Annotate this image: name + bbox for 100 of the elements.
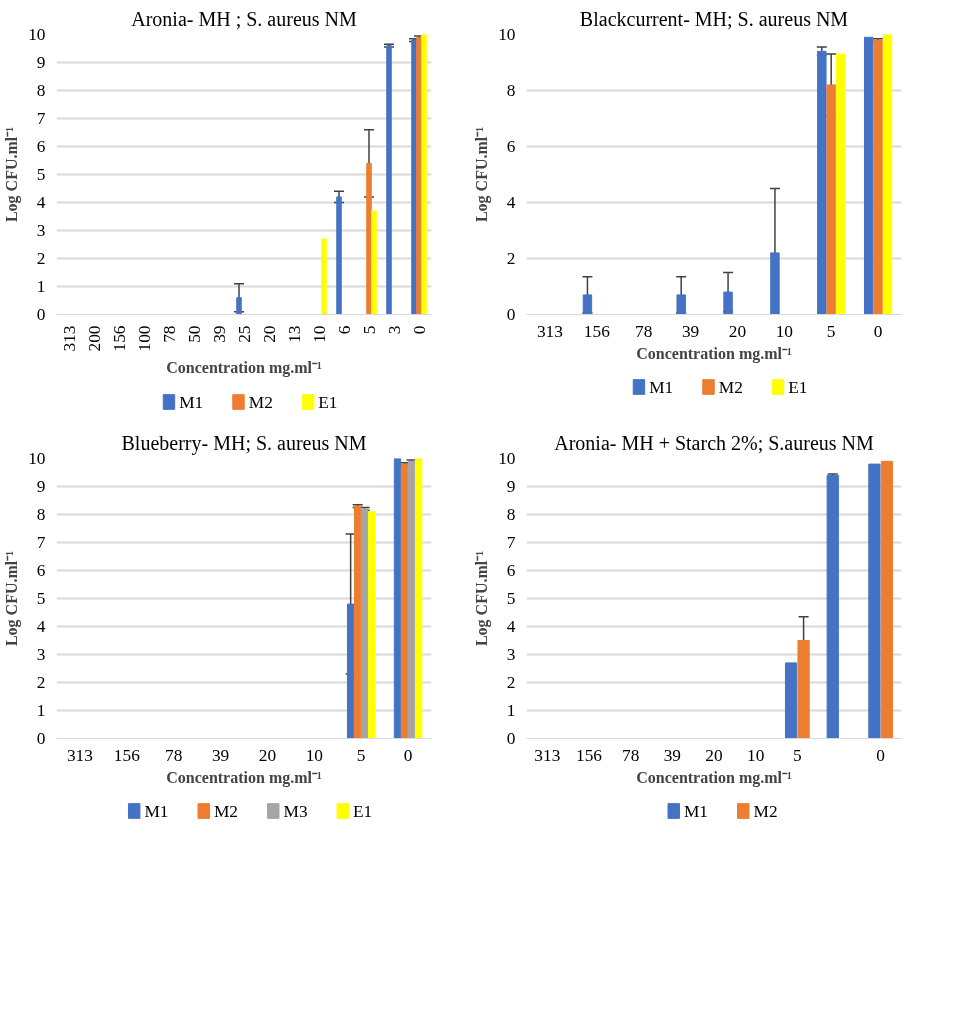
- x-tick-label: 5: [793, 745, 802, 765]
- bar: [371, 210, 377, 315]
- x-tick-label: 78: [165, 745, 183, 765]
- y-tick-label: 9: [36, 477, 46, 496]
- y-tick-label: 2: [36, 249, 46, 268]
- x-tick-label: 20: [705, 745, 723, 765]
- bar: [826, 84, 836, 315]
- bar: [346, 603, 355, 739]
- bar: [236, 297, 242, 315]
- x-tick-label: 39: [209, 325, 229, 343]
- legend-label: M1: [179, 392, 204, 412]
- chart-title: Aronia- MH + Starch 2%; S.aureus NM: [554, 431, 874, 454]
- y-tick-label: 3: [36, 221, 46, 240]
- y-tick-label: 2: [506, 249, 516, 268]
- legend-label: M2: [213, 801, 239, 821]
- y-tick-label: 7: [36, 533, 46, 552]
- x-tick-label: 0: [403, 745, 413, 765]
- legend-label: M2: [753, 801, 778, 821]
- y-tick-label: 3: [36, 645, 46, 664]
- bar: [835, 53, 846, 315]
- bar: [361, 508, 369, 739]
- x-tick-label: 20: [259, 325, 279, 343]
- bar: [826, 474, 839, 739]
- bar: [321, 238, 327, 315]
- bar: [336, 196, 342, 315]
- x-axis-title: Concentration mg.ml⁻¹: [636, 768, 792, 787]
- x-tick-label: 20: [728, 321, 747, 341]
- bar: [817, 50, 827, 315]
- x-tick-label: 313: [534, 745, 561, 765]
- x-tick-label: 313: [536, 321, 563, 341]
- x-tick-label: 156: [113, 745, 141, 765]
- bar: [770, 252, 780, 315]
- bar: [868, 463, 881, 739]
- bar: [421, 34, 427, 315]
- y-tick-label: 5: [506, 589, 516, 608]
- y-tick-label: 4: [36, 617, 46, 636]
- bar: [400, 463, 409, 739]
- x-tick-label: 5: [356, 745, 366, 765]
- legend-label: M1: [649, 377, 674, 397]
- x-tick-label: 78: [635, 321, 653, 341]
- legend-label: M2: [248, 392, 273, 412]
- bar: [723, 291, 733, 315]
- legend-label: E1: [353, 801, 373, 821]
- x-tick-label: 10: [309, 325, 329, 343]
- x-tick-label: 313: [66, 745, 93, 765]
- y-tick-label: 8: [506, 505, 516, 524]
- x-tick-label: 10: [775, 321, 793, 341]
- y-tick-label: 5: [36, 589, 46, 608]
- y-tick-label: 6: [36, 137, 46, 156]
- legend-label: E1: [318, 392, 338, 412]
- y-tick-label: 8: [506, 81, 516, 100]
- chart-title: Blackcurrent- MH; S. aureus NM: [579, 7, 849, 30]
- y-tick-label: 10: [498, 25, 516, 44]
- x-tick-label: 10: [747, 745, 765, 765]
- y-tick-label: 9: [36, 53, 46, 72]
- x-tick-label: 39: [663, 745, 681, 765]
- bar: [582, 294, 593, 315]
- bar: [863, 36, 874, 315]
- x-tick-label: 25: [234, 325, 254, 343]
- y-tick-label: 10: [498, 449, 516, 468]
- x-tick-label: 5: [826, 321, 836, 341]
- x-tick-label: 0: [876, 745, 886, 765]
- y-tick-label: 0: [36, 729, 46, 748]
- y-tick-label: 10: [28, 25, 46, 44]
- bar: [784, 662, 798, 739]
- y-tick-label: 4: [506, 617, 516, 636]
- y-tick-label: 6: [506, 137, 516, 156]
- y-tick-label: 1: [506, 701, 516, 720]
- y-axis-title: Log CFU.ml⁻¹: [473, 126, 492, 223]
- legend-label: M1: [144, 801, 169, 821]
- y-axis-title: Log CFU.ml⁻¹: [3, 126, 22, 223]
- x-axis-title: Concentration mg.ml⁻¹: [166, 768, 322, 787]
- x-tick-label: 5: [359, 325, 379, 335]
- x-tick-label: 13: [284, 325, 304, 343]
- y-tick-label: 7: [36, 109, 46, 128]
- bar: [797, 640, 810, 739]
- x-tick-label: 200: [84, 325, 104, 352]
- y-tick-label: 8: [36, 505, 46, 524]
- y-tick-label: 7: [506, 533, 516, 552]
- legend-label: E1: [788, 377, 808, 397]
- x-axis-title: Concentration mg.ml⁻¹: [166, 359, 322, 378]
- bar: [386, 45, 392, 315]
- bar: [882, 34, 893, 315]
- y-tick-label: 1: [36, 277, 46, 296]
- x-tick-label: 78: [622, 745, 640, 765]
- legend-label: M3: [283, 801, 308, 821]
- y-tick-label: 8: [36, 81, 46, 100]
- x-tick-label: 78: [159, 325, 179, 343]
- bar: [880, 460, 894, 739]
- y-tick-label: 9: [506, 477, 516, 496]
- chart-title: Aronia- MH ; S. aureus NM: [131, 7, 357, 30]
- y-tick-label: 1: [36, 701, 46, 720]
- y-axis-title: Log CFU.ml⁻¹: [3, 550, 22, 647]
- bar: [873, 39, 883, 315]
- bar: [366, 162, 372, 315]
- x-tick-label: 39: [681, 321, 700, 341]
- x-tick-label: 6: [334, 325, 354, 335]
- y-tick-label: 4: [506, 193, 516, 212]
- bar: [414, 458, 423, 739]
- y-tick-label: 2: [36, 673, 46, 692]
